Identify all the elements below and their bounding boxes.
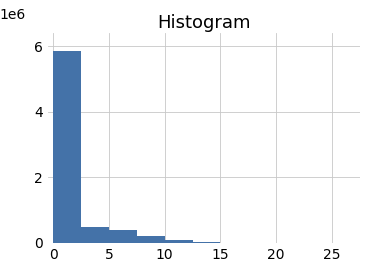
Bar bbox=[193, 242, 221, 243]
Bar bbox=[81, 227, 109, 243]
Bar bbox=[109, 230, 137, 243]
Bar bbox=[137, 236, 165, 243]
Title: Histogram: Histogram bbox=[157, 14, 250, 31]
Bar bbox=[53, 51, 81, 243]
Text: 1e6: 1e6 bbox=[0, 8, 25, 22]
Bar bbox=[165, 240, 193, 243]
